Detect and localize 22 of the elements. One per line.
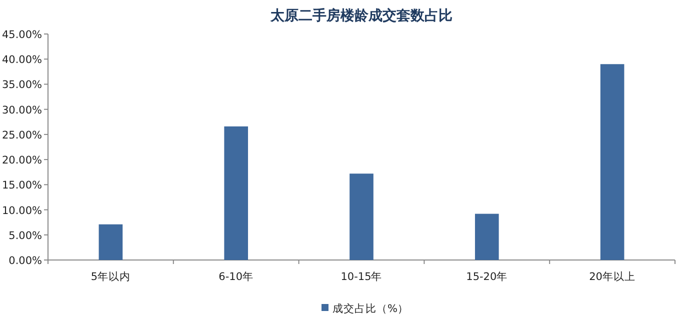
x-tick-label: 6-10年 (218, 271, 254, 283)
x-tick-label: 5年以内 (90, 270, 131, 283)
y-tick-label: 35.00% (2, 79, 42, 92)
y-tick-label: 30.00% (2, 104, 42, 116)
y-tick-label: 0.00% (8, 255, 42, 267)
bar (474, 214, 499, 260)
y-tick-label: 10.00% (2, 204, 42, 217)
chart-title: 太原二手房楼龄成交套数占比 (270, 7, 452, 24)
y-tick-label: 25.00% (2, 129, 42, 142)
x-tick-label: 15-20年 (466, 271, 508, 283)
bar (350, 174, 374, 260)
y-tick-label: 40.00% (2, 54, 42, 66)
x-tick-label: 10-15年 (340, 271, 382, 283)
y-tick-label: 45.00% (2, 29, 42, 41)
legend-label: 成交占比（%） (332, 302, 408, 315)
y-tick-label: 5.00% (8, 230, 42, 242)
bar (600, 64, 624, 260)
x-tick-label: 20年以上 (589, 270, 636, 283)
bar (224, 126, 248, 260)
bar (98, 224, 123, 260)
y-tick-label: 15.00% (2, 180, 42, 192)
y-tick-label: 20.00% (2, 154, 42, 167)
